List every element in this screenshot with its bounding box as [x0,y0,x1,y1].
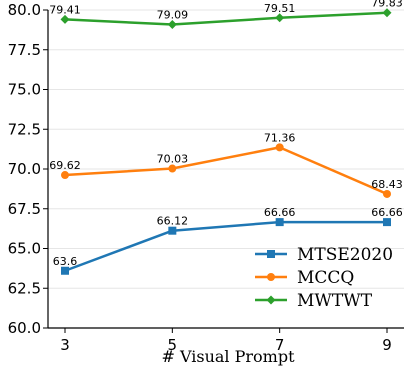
legend-label: MCCQ [297,268,354,288]
y-tick-label: 80.0 [8,1,41,19]
y-tick-label: 60.0 [8,319,41,337]
legend-label: MWTWT [297,291,373,311]
data-point [61,171,69,180]
y-tick-label: 75.0 [8,81,41,99]
x-tick-label: 9 [382,336,392,354]
series-line-mwtwt [64,11,388,26]
data-label: 66.66 [264,206,296,219]
legend-marker [267,250,275,258]
data-label: 66.66 [371,206,403,219]
data-point [382,8,392,18]
y-tick-label: 62.5 [8,279,41,297]
x-tick-label: 5 [168,336,178,354]
y-axis-ticks: 60.0 62.5 65.0 67.5 70.0 72.5 75.0 77.5 80.0 [8,1,48,337]
data-point [275,13,285,23]
grid-lines [48,9,404,329]
data-label: 68.43 [371,178,403,191]
data-point [383,189,391,198]
y-tick-label: 77.5 [8,41,41,59]
data-labels: 63.6 66.12 66.66 66.66 69.62 70.03 71.36 68.43 7… [49,0,403,268]
data-point [275,143,284,152]
y-tick-label: 70.0 [8,160,41,178]
data-label: 79.83 [371,0,403,10]
data-point [168,226,177,235]
y-tick-label: 65.0 [8,240,41,258]
series-line-mccq [64,146,388,196]
y-tick-label: 67.5 [8,200,41,218]
data-label: 79.41 [49,3,81,16]
data-label: 66.12 [157,215,189,228]
data-point [383,218,391,227]
data-label: 79.09 [157,8,189,21]
data-label: 71.36 [264,131,296,144]
x-axis-label: # Visual Prompt [161,347,295,366]
series-group [60,8,392,275]
data-label: 63.6 [53,255,78,268]
data-label: 79.51 [264,2,296,15]
x-axis-ticks: 3 5 7 9 [60,328,392,354]
legend-marker [266,295,276,305]
y-tick-label: 72.5 [8,120,41,138]
data-point [61,266,69,275]
x-tick-label: 3 [60,336,70,354]
legend-label: MTSE2020 [297,245,393,265]
data-label: 69.62 [49,159,81,172]
series-line-mtse2020 [64,220,387,272]
data-point [168,164,177,173]
data-point [60,14,70,24]
legend: MTSE2020 MCCQ MWTWT [255,245,393,311]
data-point [275,218,284,227]
legend-marker [267,273,275,281]
data-point [167,19,177,29]
data-label: 70.03 [157,153,189,166]
x-tick-label: 7 [275,336,285,354]
